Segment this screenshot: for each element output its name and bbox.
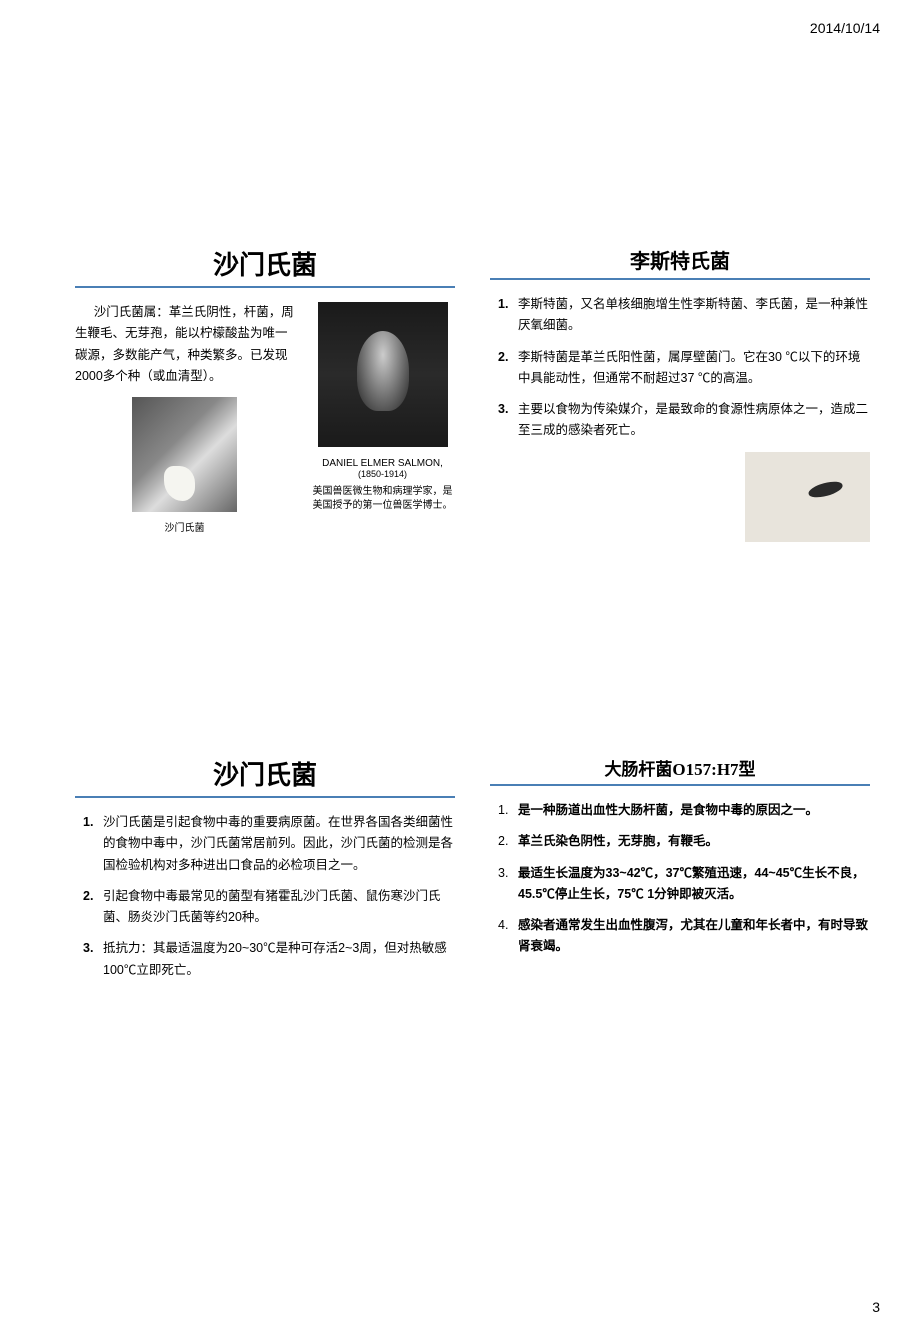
item-number: 2.: [498, 831, 518, 852]
list-item: 1.沙门氏菌是引起食物中毒的重要病原菌。在世界各国各类细菌性的食物中毒中，沙门氏…: [83, 812, 455, 876]
page-number: 3: [872, 1299, 880, 1315]
slide-ecoli: 大肠杆菌O157:H7型 1.是一种肠道出血性大肠杆菌，是食物中毒的原因之一。 …: [490, 755, 870, 968]
listeria-list: 1.李斯特菌，又名单核细胞增生性李斯特菌、李氏菌，是一种兼性厌氧细菌。 2.李斯…: [490, 294, 870, 442]
portrait-name-text: DANIEL ELMER SALMON,: [322, 458, 443, 469]
item-text: 引起食物中毒最常见的菌型有猪霍乱沙门氏菌、鼠伤寒沙门氏菌、肠炎沙门氏菌等约20种…: [103, 886, 455, 929]
item-text: 抵抗力：其最适温度为20~30℃是种可存活2~3周，但对热敏感100℃立即死亡。: [103, 938, 455, 981]
list-item: 3.抵抗力：其最适温度为20~30℃是种可存活2~3周，但对热敏感100℃立即死…: [83, 938, 455, 981]
slide-salmonella-details: 沙门氏菌 1.沙门氏菌是引起食物中毒的重要病原菌。在世界各国各类细菌性的食物中毒…: [75, 755, 455, 991]
list-item: 3.最适生长温度为33~42℃，37℃繁殖迅速，44~45℃生长不良，45.5℃…: [498, 863, 870, 906]
list-item: 1.是一种肠道出血性大肠杆菌，是食物中毒的原因之一。: [498, 800, 870, 821]
list-item: 2.革兰氏染色阴性，无芽胞，有鞭毛。: [498, 831, 870, 852]
item-text: 李斯特菌是革兰氏阳性菌，属厚壁菌门。它在30 ℃以下的环境中具能动性，但通常不耐…: [518, 347, 870, 390]
slide-title: 沙门氏菌: [75, 755, 455, 798]
list-item: 2.李斯特菌是革兰氏阳性菌，属厚壁菌门。它在30 ℃以下的环境中具能动性，但通常…: [498, 347, 870, 390]
ecoli-list: 1.是一种肠道出血性大肠杆菌，是食物中毒的原因之一。 2.革兰氏染色阴性，无芽胞…: [490, 800, 870, 958]
salmon-portrait-image: [318, 302, 448, 447]
list-item: 2.引起食物中毒最常见的菌型有猪霍乱沙门氏菌、鼠伤寒沙门氏菌、肠炎沙门氏菌等约2…: [83, 886, 455, 929]
image-caption: 沙门氏菌: [75, 519, 294, 534]
item-text: 主要以食物为传染媒介，是最致命的食源性病原体之一，造成二至三成的感染者死亡。: [518, 399, 870, 442]
page-date: 2014/10/14: [810, 20, 880, 36]
item-text: 感染者通常发生出血性腹泻，尤其在儿童和年长者中，有时导致肾衰竭。: [518, 915, 870, 958]
item-text: 沙门氏菌是引起食物中毒的重要病原菌。在世界各国各类细菌性的食物中毒中，沙门氏菌常…: [103, 812, 455, 876]
item-number: 3.: [83, 938, 103, 981]
item-text: 李斯特菌，又名单核细胞增生性李斯特菌、李氏菌，是一种兼性厌氧细菌。: [518, 294, 870, 337]
list-item: 3.主要以食物为传染媒介，是最致命的食源性病原体之一，造成二至三成的感染者死亡。: [498, 399, 870, 442]
item-number: 2.: [498, 347, 518, 390]
list-item: 4.感染者通常发生出血性腹泻，尤其在儿童和年长者中，有时导致肾衰竭。: [498, 915, 870, 958]
item-number: 1.: [498, 294, 518, 337]
slide-title: 李斯特氏菌: [490, 245, 870, 280]
item-number: 3.: [498, 863, 518, 906]
item-number: 1.: [83, 812, 103, 876]
slide-title: 大肠杆菌O157:H7型: [490, 755, 870, 786]
slide-title: 沙门氏菌: [75, 245, 455, 288]
slide-listeria: 李斯特氏菌 1.李斯特菌，又名单核细胞增生性李斯特菌、李氏菌，是一种兼性厌氧细菌…: [490, 245, 870, 547]
portrait-name: DANIEL ELMER SALMON,: [310, 458, 455, 469]
item-number: 2.: [83, 886, 103, 929]
item-text: 是一种肠道出血性大肠杆菌，是食物中毒的原因之一。: [518, 800, 870, 821]
item-number: 4.: [498, 915, 518, 958]
listeria-image: [745, 452, 870, 542]
item-text: 最适生长温度为33~42℃，37℃繁殖迅速，44~45℃生长不良，45.5℃停止…: [518, 863, 870, 906]
slide-intro-text: 沙门氏菌属：革兰氏阴性，杆菌，周生鞭毛、无芽孢，能以柠檬酸盐为唯一碳源，多数能产…: [75, 302, 294, 387]
item-number: 1.: [498, 800, 518, 821]
item-text: 革兰氏染色阴性，无芽胞，有鞭毛。: [518, 831, 870, 852]
salmonella-list: 1.沙门氏菌是引起食物中毒的重要病原菌。在世界各国各类细菌性的食物中毒中，沙门氏…: [75, 812, 455, 981]
list-item: 1.李斯特菌，又名单核细胞增生性李斯特菌、李氏菌，是一种兼性厌氧细菌。: [498, 294, 870, 337]
item-number: 3.: [498, 399, 518, 442]
portrait-years: (1850-1914): [310, 469, 455, 479]
salmonella-microscope-image: [132, 397, 237, 512]
portrait-desc: 美国兽医微生物和病理学家，是美国授予的第一位兽医学博士。: [310, 485, 455, 513]
slide-salmonella-overview: 沙门氏菌 沙门氏菌属：革兰氏阴性，杆菌，周生鞭毛、无芽孢，能以柠檬酸盐为唯一碳源…: [75, 245, 455, 534]
